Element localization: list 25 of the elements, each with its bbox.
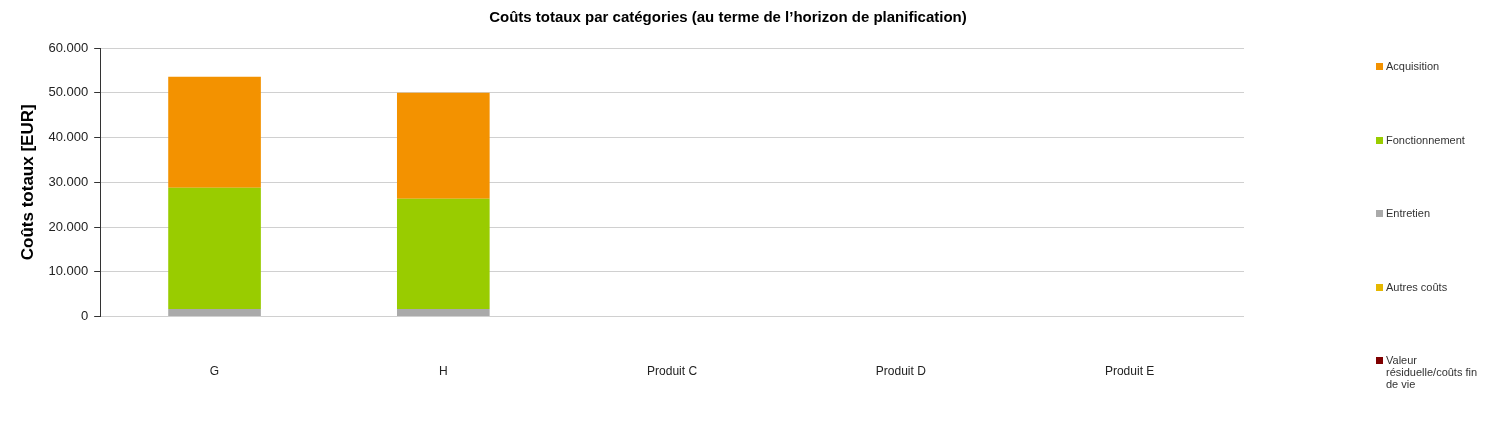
y-tick-label: 50.000 xyxy=(48,84,89,100)
x-tick-label: G xyxy=(209,364,220,379)
x-tick-label: Produit C xyxy=(647,364,698,379)
bar xyxy=(396,198,490,309)
legend-label: Fonctionnement xyxy=(1386,133,1465,146)
legend-label: Entretien xyxy=(1386,207,1431,219)
y-tick-label: 20.000 xyxy=(48,218,89,234)
y-tick-label: 60.000 xyxy=(48,39,89,55)
y-axis-title: Coûts totaux [EUR] xyxy=(17,104,37,261)
chart-title: Coûts totaux par catégories (au terme de l’horizon de planification) xyxy=(488,8,968,25)
bar xyxy=(168,187,261,309)
bar xyxy=(168,308,261,317)
legend-label: Valeur résiduelle/coûts fin de vie xyxy=(1386,354,1479,390)
y-tick-label: 0 xyxy=(80,308,89,324)
y-tick-label: 30.000 xyxy=(48,173,89,189)
legend-label: Autres coûts xyxy=(1386,280,1448,293)
x-tick-label: Produit D xyxy=(875,364,927,379)
x-tick-label: Produit E xyxy=(1104,364,1155,379)
x-tick-label: H xyxy=(438,364,448,379)
bar xyxy=(168,76,261,188)
bar xyxy=(396,92,490,199)
y-tick-label: 40.000 xyxy=(48,129,89,145)
y-tick-label: 10.000 xyxy=(48,263,89,279)
legend-label: Acquisition xyxy=(1386,60,1440,72)
bar xyxy=(396,308,490,317)
